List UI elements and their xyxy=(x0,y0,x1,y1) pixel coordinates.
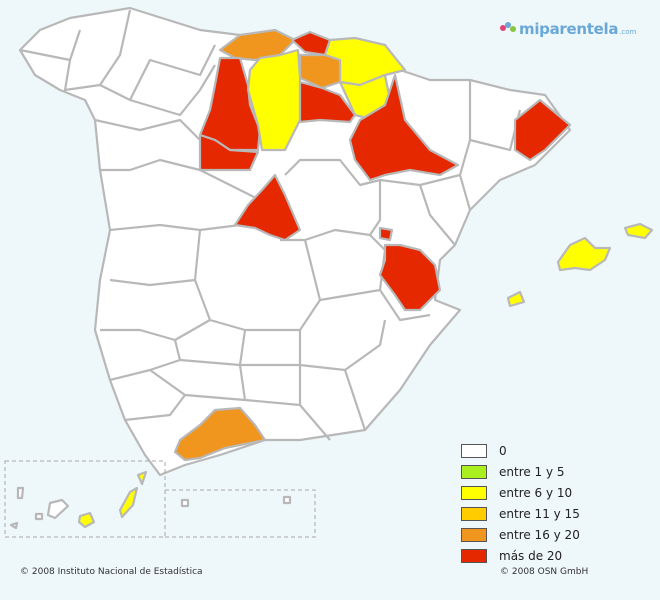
legend-item: entre 11 y 15 xyxy=(461,503,580,524)
miparentela-logo[interactable]: miparentela .com xyxy=(500,20,636,38)
island-mallorca xyxy=(556,236,612,272)
province-border xyxy=(100,234,431,342)
island-el-hierro xyxy=(9,521,19,530)
footer-copyright-osn: © 2008 OSN GmbH xyxy=(500,567,589,577)
legend-swatch xyxy=(461,443,487,458)
province-red xyxy=(198,133,260,172)
map-legend: 0 entre 1 y 5 entre 6 y 10 entre 11 y 15 ent… xyxy=(461,440,580,566)
legend-swatch xyxy=(461,527,487,542)
legend-item: entre 1 y 5 xyxy=(461,461,580,482)
legend-swatch xyxy=(461,506,487,521)
island-fuerteventura xyxy=(118,486,139,519)
legend-label: 0 xyxy=(499,443,507,458)
legend-label: entre 6 y 10 xyxy=(499,485,573,500)
province-red xyxy=(298,80,357,124)
province-red xyxy=(378,243,442,312)
province-red xyxy=(233,173,302,242)
province-border xyxy=(19,9,216,117)
legend-item: más de 20 xyxy=(461,545,580,566)
legend-label: entre 11 y 15 xyxy=(499,506,580,521)
logo-text: miparentela xyxy=(519,20,619,38)
island-menorca xyxy=(623,222,654,240)
legend-swatch xyxy=(461,548,487,563)
province-red xyxy=(348,73,460,182)
province-yellow xyxy=(246,48,302,152)
island-la-palma xyxy=(16,486,25,500)
island-la-gomera xyxy=(34,512,44,521)
ceuta-melilla-inset-box xyxy=(165,489,316,538)
ceuta xyxy=(180,498,190,508)
legend-item: entre 16 y 20 xyxy=(461,524,580,545)
legend-swatch xyxy=(461,485,487,500)
legend-item: 0 xyxy=(461,440,580,461)
melilla xyxy=(282,495,292,505)
legend-item: entre 6 y 10 xyxy=(461,482,580,503)
legend-label: más de 20 xyxy=(499,548,563,563)
island-gran-canaria xyxy=(77,511,96,529)
province-red xyxy=(378,226,394,242)
people-icon xyxy=(500,22,516,36)
province-border xyxy=(379,80,522,246)
province-border xyxy=(124,364,331,441)
island-ibiza xyxy=(506,290,526,308)
province-border xyxy=(94,118,262,232)
province-orange xyxy=(173,406,267,462)
province-red xyxy=(513,98,572,162)
legend-swatch xyxy=(461,464,487,479)
footer-copyright-ine: © 2008 Instituto Nacional de Estadística xyxy=(20,567,203,577)
logo-suffix: .com xyxy=(619,28,637,36)
island-tenerife xyxy=(46,498,70,520)
legend-label: entre 16 y 20 xyxy=(499,527,580,542)
island-lanzarote xyxy=(136,470,148,486)
canary-inset-box xyxy=(4,460,166,538)
legend-label: entre 1 y 5 xyxy=(499,464,565,479)
